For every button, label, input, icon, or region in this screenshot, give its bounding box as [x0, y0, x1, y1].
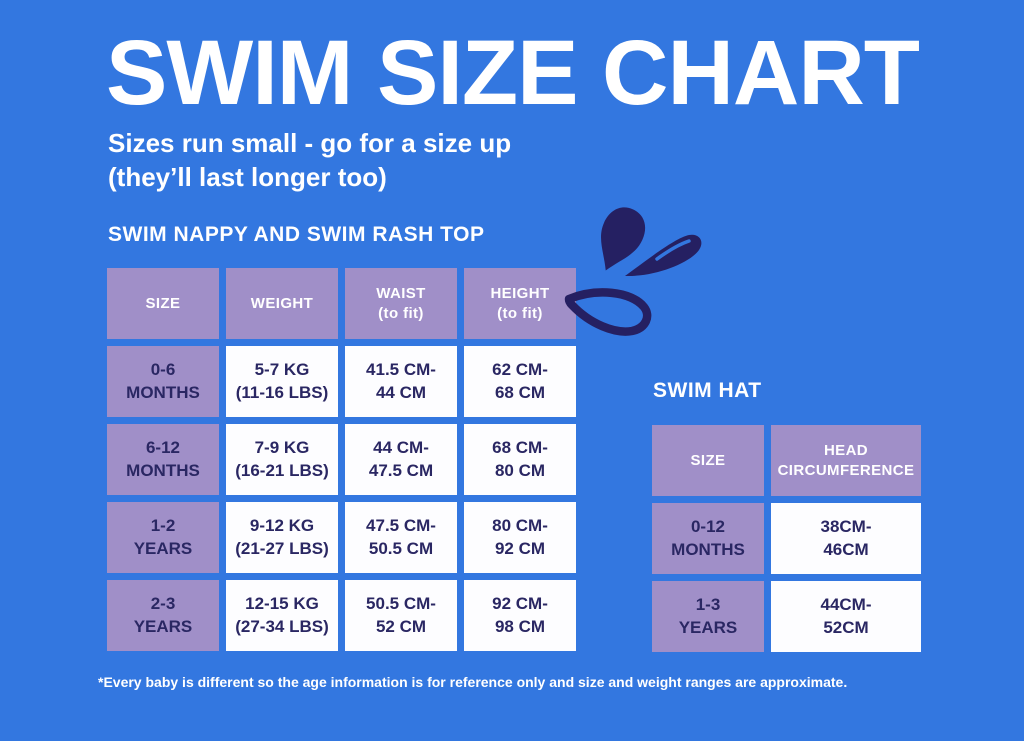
nappy-cell-height-row2: 80 CM- 92 CM [464, 502, 576, 573]
hat-cell-size-row1: 1-3 YEARS [652, 581, 764, 652]
nappy-cell-weight-row2: 9-12 KG (21-27 LBS) [226, 502, 338, 573]
nappy-cell-height-row1: 68 CM- 80 CM [464, 424, 576, 495]
nappy-cell-size-row2: 1-2 YEARS [107, 502, 219, 573]
nappy-cell-waist-row1: 44 CM- 47.5 CM [345, 424, 457, 495]
nappy-cell-weight-row1: 7-9 KG (16-21 LBS) [226, 424, 338, 495]
nappy-col-header-size: SIZE [107, 268, 219, 339]
hat-section-heading: SWIM HAT [653, 379, 762, 402]
nappy-col-header-height: HEIGHT (to fit) [464, 268, 576, 339]
hat-cell-size-row0: 0-12 MONTHS [652, 503, 764, 574]
nappy-cell-height-row3: 92 CM- 98 CM [464, 580, 576, 651]
hat-col-header-head-circumference: HEAD CIRCUMFERENCE [771, 425, 921, 496]
hat-cell-circumference-row1: 44CM- 52CM [771, 581, 921, 652]
page-title: SWIM SIZE CHART [106, 22, 920, 124]
nappy-cell-waist-row0: 41.5 CM- 44 CM [345, 346, 457, 417]
nappy-cell-weight-row3: 12-15 KG (27-34 LBS) [226, 580, 338, 651]
nappy-cell-size-row3: 2-3 YEARS [107, 580, 219, 651]
subtitle: Sizes run small - go for a size up (they… [108, 128, 512, 192]
nappy-cell-size-row1: 6-12 MONTHS [107, 424, 219, 495]
hat-col-header-size: SIZE [652, 425, 764, 496]
nappy-size-table: SIZE WEIGHT WAIST (to fit) HEIGHT (to fi… [107, 268, 576, 651]
nappy-cell-waist-row2: 47.5 CM- 50.5 CM [345, 502, 457, 573]
nappy-cell-height-row0: 62 CM- 68 CM [464, 346, 576, 417]
footnote: *Every baby is different so the age info… [98, 674, 848, 690]
water-splash-icon [564, 207, 702, 336]
nappy-cell-size-row0: 0-6 MONTHS [107, 346, 219, 417]
nappy-col-header-weight: WEIGHT [226, 268, 338, 339]
nappy-cell-weight-row0: 5-7 KG (11-16 LBS) [226, 346, 338, 417]
nappy-cell-waist-row3: 50.5 CM- 52 CM [345, 580, 457, 651]
nappy-section-heading: SWIM NAPPY AND SWIM RASH TOP [108, 223, 485, 246]
hat-cell-circumference-row0: 38CM- 46CM [771, 503, 921, 574]
nappy-col-header-waist: WAIST (to fit) [345, 268, 457, 339]
hat-size-table: SIZE HEAD CIRCUMFERENCE 0-12 MONTHS 38CM… [652, 425, 921, 652]
